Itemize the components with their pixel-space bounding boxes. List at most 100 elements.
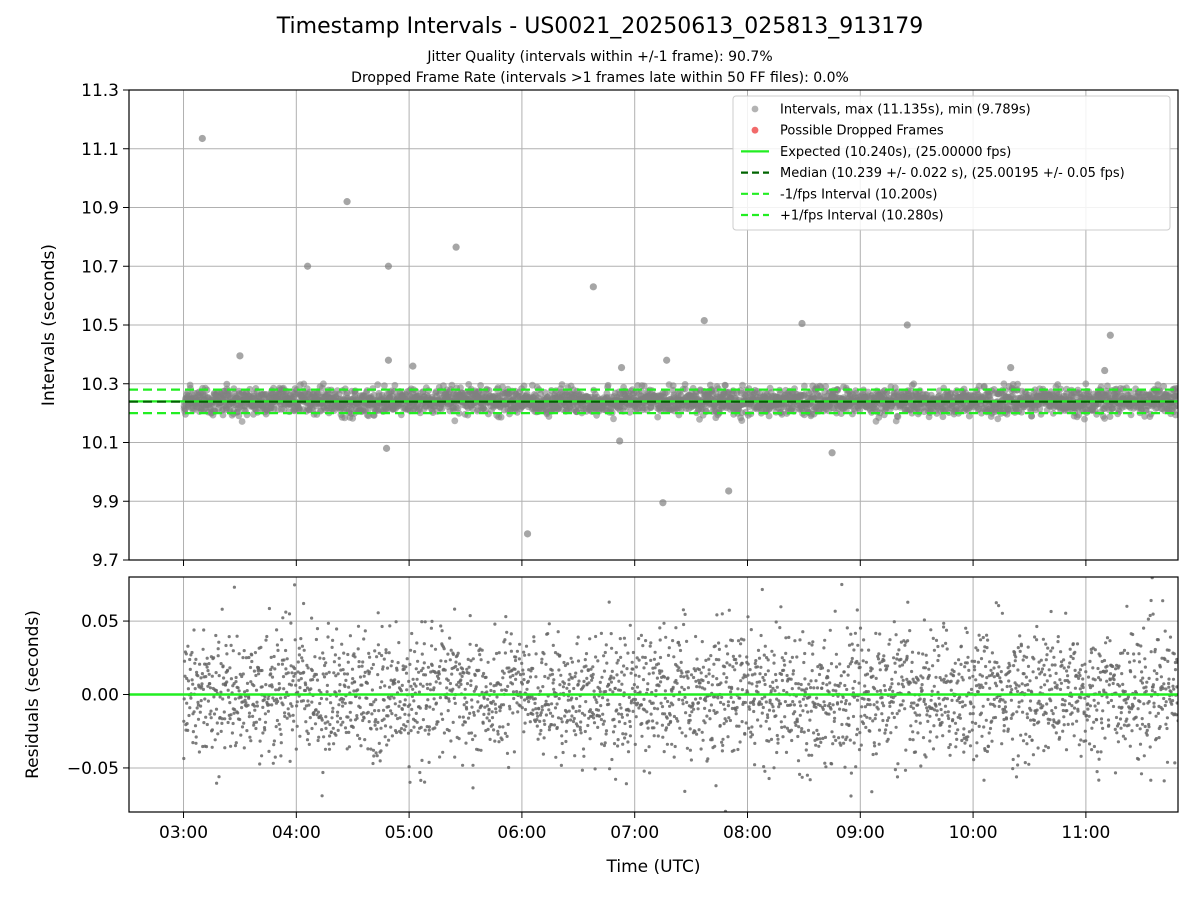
residual-point (614, 651, 618, 655)
residual-point (719, 681, 723, 685)
residual-point (709, 654, 713, 658)
residual-point (200, 672, 204, 676)
residual-point (407, 713, 411, 717)
residual-point (298, 686, 302, 690)
residual-point (293, 672, 297, 676)
residual-point (518, 673, 523, 677)
residual-point (412, 725, 416, 729)
residual-point (533, 697, 537, 701)
residual-point (571, 706, 575, 710)
residual-point (696, 707, 700, 711)
residual-point (433, 647, 438, 651)
residual-point (584, 652, 589, 656)
residual-point (688, 748, 693, 752)
residual-point (703, 721, 707, 725)
residual-point (340, 642, 344, 646)
residual-point (602, 719, 606, 723)
residual-point (513, 658, 518, 663)
residual-point (535, 711, 539, 715)
residual-point (631, 667, 635, 671)
residual-point (599, 704, 603, 708)
residual-point (621, 732, 625, 736)
legend-label: -1/fps Interval (10.200s) (780, 187, 937, 202)
residual-point (624, 782, 629, 786)
residual-point (207, 672, 211, 676)
residual-point (743, 700, 748, 705)
residual-point (604, 643, 608, 647)
residual-point (418, 770, 422, 775)
residual-point (426, 698, 430, 702)
residual-point (732, 748, 736, 752)
residual-point (560, 720, 564, 724)
residual-point (676, 640, 681, 644)
residual-point (413, 650, 417, 654)
residual-point (225, 652, 229, 656)
residual-point (501, 703, 506, 707)
residual-point (708, 717, 712, 721)
interval-point (391, 381, 399, 389)
residual-point (296, 670, 300, 674)
residual-point (447, 699, 451, 703)
residual-point (567, 682, 571, 687)
residual-point (570, 696, 574, 700)
residual-point (570, 714, 574, 718)
legend-label: Expected (10.240s), (25.00000 fps) (780, 145, 1011, 160)
residual-point (682, 622, 686, 627)
residuals-x-tick-label: 05:00 (385, 823, 434, 843)
residual-point (337, 689, 342, 693)
residual-point (563, 714, 567, 718)
residual-point (683, 612, 687, 617)
residual-point (568, 672, 572, 676)
residual-point (635, 685, 640, 689)
residual-point (205, 665, 209, 669)
residual-point (205, 656, 209, 660)
interval-point (1104, 382, 1111, 390)
residual-point (426, 665, 430, 669)
residual-point (613, 686, 617, 691)
residual-point (621, 742, 625, 746)
residual-point (375, 655, 379, 659)
residual-point (500, 688, 504, 692)
residual-point (427, 725, 431, 729)
residual-point (191, 682, 195, 686)
residual-point (373, 723, 377, 727)
residual-point (362, 716, 366, 720)
residual-point (670, 742, 674, 746)
residual-point (376, 673, 380, 677)
residual-point (603, 741, 607, 745)
residual-point (370, 666, 374, 670)
residual-point (237, 689, 241, 693)
residual-point (554, 755, 558, 759)
residual-point (485, 716, 489, 720)
residual-point (425, 704, 429, 708)
residual-point (277, 682, 281, 686)
residual-point (640, 734, 644, 738)
residual-point (602, 654, 606, 658)
residual-point (468, 711, 472, 716)
residual-point (243, 698, 247, 702)
residual-point (447, 697, 451, 701)
residual-point (686, 686, 691, 690)
residual-point (355, 716, 359, 720)
residual-point (369, 727, 373, 731)
residual-point (627, 709, 631, 713)
interval-outlier-point (903, 321, 911, 329)
residual-point (189, 653, 193, 657)
residual-point (689, 758, 694, 762)
residual-point (214, 633, 218, 638)
residual-point (295, 700, 299, 704)
residual-point (260, 685, 264, 689)
residual-point (194, 735, 198, 739)
interval-point (1173, 391, 1178, 399)
residual-point (209, 709, 213, 713)
residual-point (463, 696, 467, 700)
residual-point (333, 653, 337, 657)
residual-point (344, 678, 348, 683)
residual-point (709, 703, 714, 707)
residual-point (673, 744, 677, 749)
residual-point (487, 712, 491, 716)
residual-point (240, 725, 245, 729)
residual-point (433, 726, 437, 730)
residual-point (532, 639, 536, 643)
residual-point (371, 662, 375, 667)
